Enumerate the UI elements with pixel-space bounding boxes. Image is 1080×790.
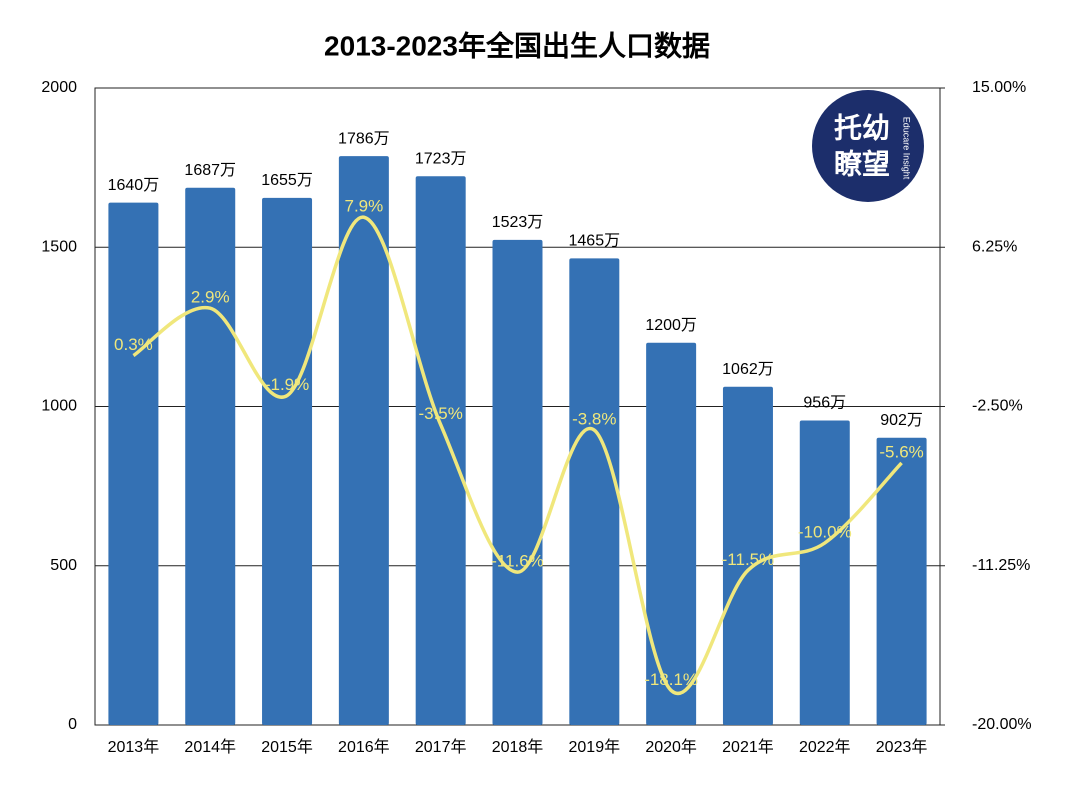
bar	[185, 187, 236, 726]
x-tick-label: 2015年	[261, 738, 313, 756]
x-tick-label: 2018年	[492, 738, 544, 756]
logo: 托幼 瞭望 Educare Insight	[812, 90, 924, 202]
x-tick-label: 2023年	[876, 738, 928, 756]
bar-label: 1786万	[338, 130, 390, 147]
y2-tick-label: -20.00%	[972, 716, 1032, 733]
bar	[569, 258, 620, 725]
line-label: -18.1%	[644, 670, 698, 689]
line-label: -3.5%	[418, 404, 462, 423]
bar	[646, 342, 697, 725]
x-tick-label: 2020年	[645, 738, 697, 756]
bar-label: 902万	[880, 412, 923, 429]
y-tick-label: 1000	[41, 398, 77, 415]
bar-label: 1723万	[415, 150, 467, 167]
bar	[108, 202, 159, 725]
bar	[415, 176, 466, 726]
x-tick-label: 2017年	[415, 738, 467, 756]
chart-title: 2013-2023年全国出生人口数据	[324, 29, 710, 61]
bar-label: 1640万	[108, 177, 160, 194]
line-label: 7.9%	[344, 197, 383, 216]
bar	[262, 197, 313, 725]
y-tick-label: 0	[68, 716, 77, 733]
bar-label: 1200万	[645, 317, 697, 334]
y-tick-label: 1500	[41, 238, 77, 255]
y2-tick-label: 6.25%	[972, 238, 1017, 255]
x-tick-label: 2014年	[184, 738, 236, 756]
bar-label: 1687万	[184, 162, 236, 179]
logo-text: 托幼	[834, 112, 890, 143]
line-label: -11.6%	[491, 552, 544, 571]
line-label: -3.8%	[572, 410, 616, 429]
logo-circle	[812, 90, 924, 202]
bar	[799, 420, 850, 725]
x-tick-label: 2021年	[722, 738, 774, 756]
bar-label: 956万	[803, 395, 846, 412]
y-tick-label: 500	[50, 557, 77, 574]
x-tick-label: 2016年	[338, 738, 390, 756]
line-label: -10.0%	[798, 522, 852, 541]
bar	[338, 156, 389, 725]
bar-label: 1523万	[492, 214, 544, 231]
bar	[492, 239, 543, 725]
y2-tick-label: 15.00%	[972, 79, 1026, 96]
logo-subtitle: Educare Insight	[902, 117, 912, 180]
y2-tick-label: -11.25%	[972, 557, 1030, 574]
bar-label: 1655万	[261, 172, 313, 189]
line-label: -1.9%	[265, 375, 309, 394]
y-tick-label: 2000	[41, 79, 77, 96]
line-label: -11.5%	[722, 550, 775, 569]
bar	[722, 386, 773, 725]
bar	[876, 437, 927, 725]
bar-label: 1465万	[569, 233, 621, 250]
x-tick-label: 2019年	[569, 738, 621, 756]
line-label: 0.3%	[114, 335, 153, 354]
line-label: 2.9%	[191, 288, 230, 307]
logo-text: 瞭望	[834, 147, 890, 179]
y2-tick-label: -2.50%	[972, 398, 1023, 415]
line-label: -5.6%	[879, 442, 923, 461]
x-tick-label: 2013年	[108, 738, 160, 756]
bar-label: 1062万	[722, 361, 774, 378]
x-tick-label: 2022年	[799, 738, 851, 756]
line	[132, 215, 903, 696]
